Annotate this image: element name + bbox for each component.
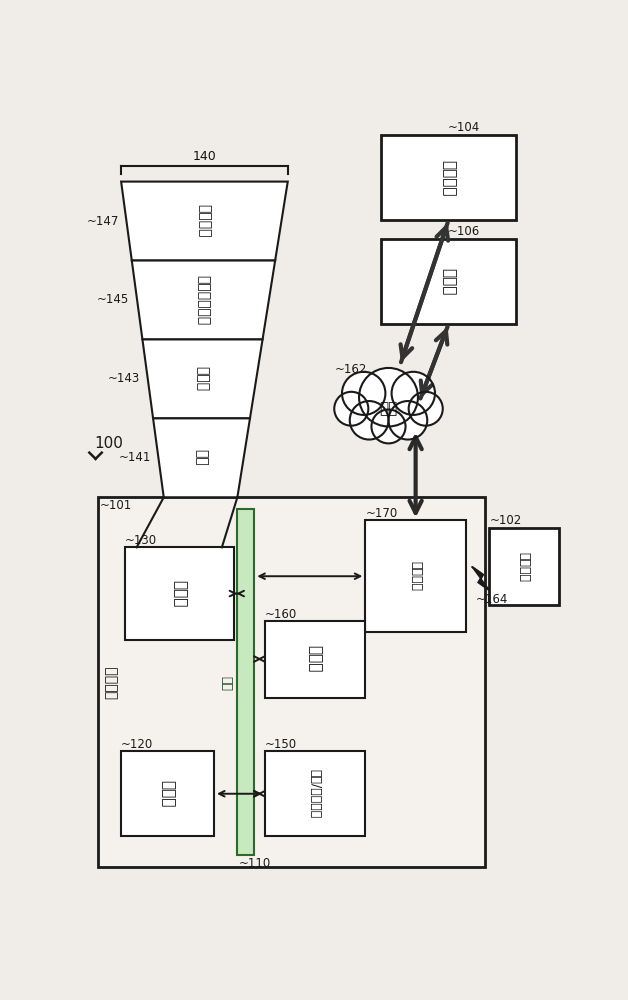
Bar	[381, 239, 516, 324]
Circle shape	[359, 368, 418, 426]
Text: 应用编程接口: 应用编程接口	[197, 275, 210, 325]
Polygon shape	[143, 339, 263, 418]
Bar	[365, 520, 466, 632]
Polygon shape	[132, 261, 275, 339]
Circle shape	[342, 372, 386, 415]
Text: 中间件: 中间件	[195, 366, 210, 391]
Bar	[121, 751, 214, 836]
Text: ~162: ~162	[334, 363, 367, 376]
Bar	[264, 751, 365, 836]
Bar	[237, 509, 254, 855]
Text: 应用程序: 应用程序	[197, 204, 212, 238]
Circle shape	[371, 410, 406, 443]
Text: ~147: ~147	[87, 215, 119, 228]
Text: 电子设备: 电子设备	[517, 552, 531, 582]
Polygon shape	[121, 182, 288, 261]
Text: ~160: ~160	[264, 607, 297, 620]
Text: 服务器: 服务器	[441, 268, 456, 295]
Text: ~170: ~170	[365, 507, 398, 520]
Text: 网络: 网络	[379, 401, 398, 416]
Text: 电子设备: 电子设备	[441, 159, 456, 196]
Bar	[381, 135, 516, 220]
Polygon shape	[153, 418, 250, 497]
Text: 通信接口: 通信接口	[409, 561, 422, 591]
Circle shape	[389, 401, 427, 440]
Text: 100: 100	[94, 436, 123, 451]
Text: 内核: 内核	[195, 449, 208, 466]
Text: 处理器: 处理器	[160, 780, 175, 807]
Text: ~110: ~110	[239, 857, 271, 870]
Text: 电子设备: 电子设备	[104, 665, 118, 699]
Text: ~141: ~141	[119, 451, 151, 464]
Text: 显示器: 显示器	[307, 645, 322, 673]
Text: ~104: ~104	[448, 121, 480, 134]
Text: ~150: ~150	[264, 738, 296, 751]
Text: ~102: ~102	[489, 514, 521, 527]
Circle shape	[409, 392, 443, 426]
Bar	[264, 620, 365, 698]
Circle shape	[392, 372, 435, 415]
Polygon shape	[472, 567, 489, 590]
Bar	[125, 547, 234, 640]
Text: ~130: ~130	[125, 534, 157, 547]
Bar	[489, 528, 559, 605]
Circle shape	[334, 392, 369, 426]
Text: ~106: ~106	[448, 225, 480, 238]
Text: 总线: 总线	[222, 675, 235, 690]
Text: ~143: ~143	[108, 372, 140, 385]
Text: 输入/输出接口: 输入/输出接口	[308, 769, 322, 818]
Text: ~164: ~164	[476, 593, 509, 606]
Text: 存储器: 存储器	[171, 580, 187, 607]
Circle shape	[350, 401, 389, 440]
Bar	[98, 497, 485, 867]
Text: 140: 140	[193, 150, 216, 163]
Text: ~145: ~145	[97, 293, 129, 306]
Text: ~101: ~101	[99, 499, 132, 512]
Text: ~120: ~120	[121, 738, 153, 751]
